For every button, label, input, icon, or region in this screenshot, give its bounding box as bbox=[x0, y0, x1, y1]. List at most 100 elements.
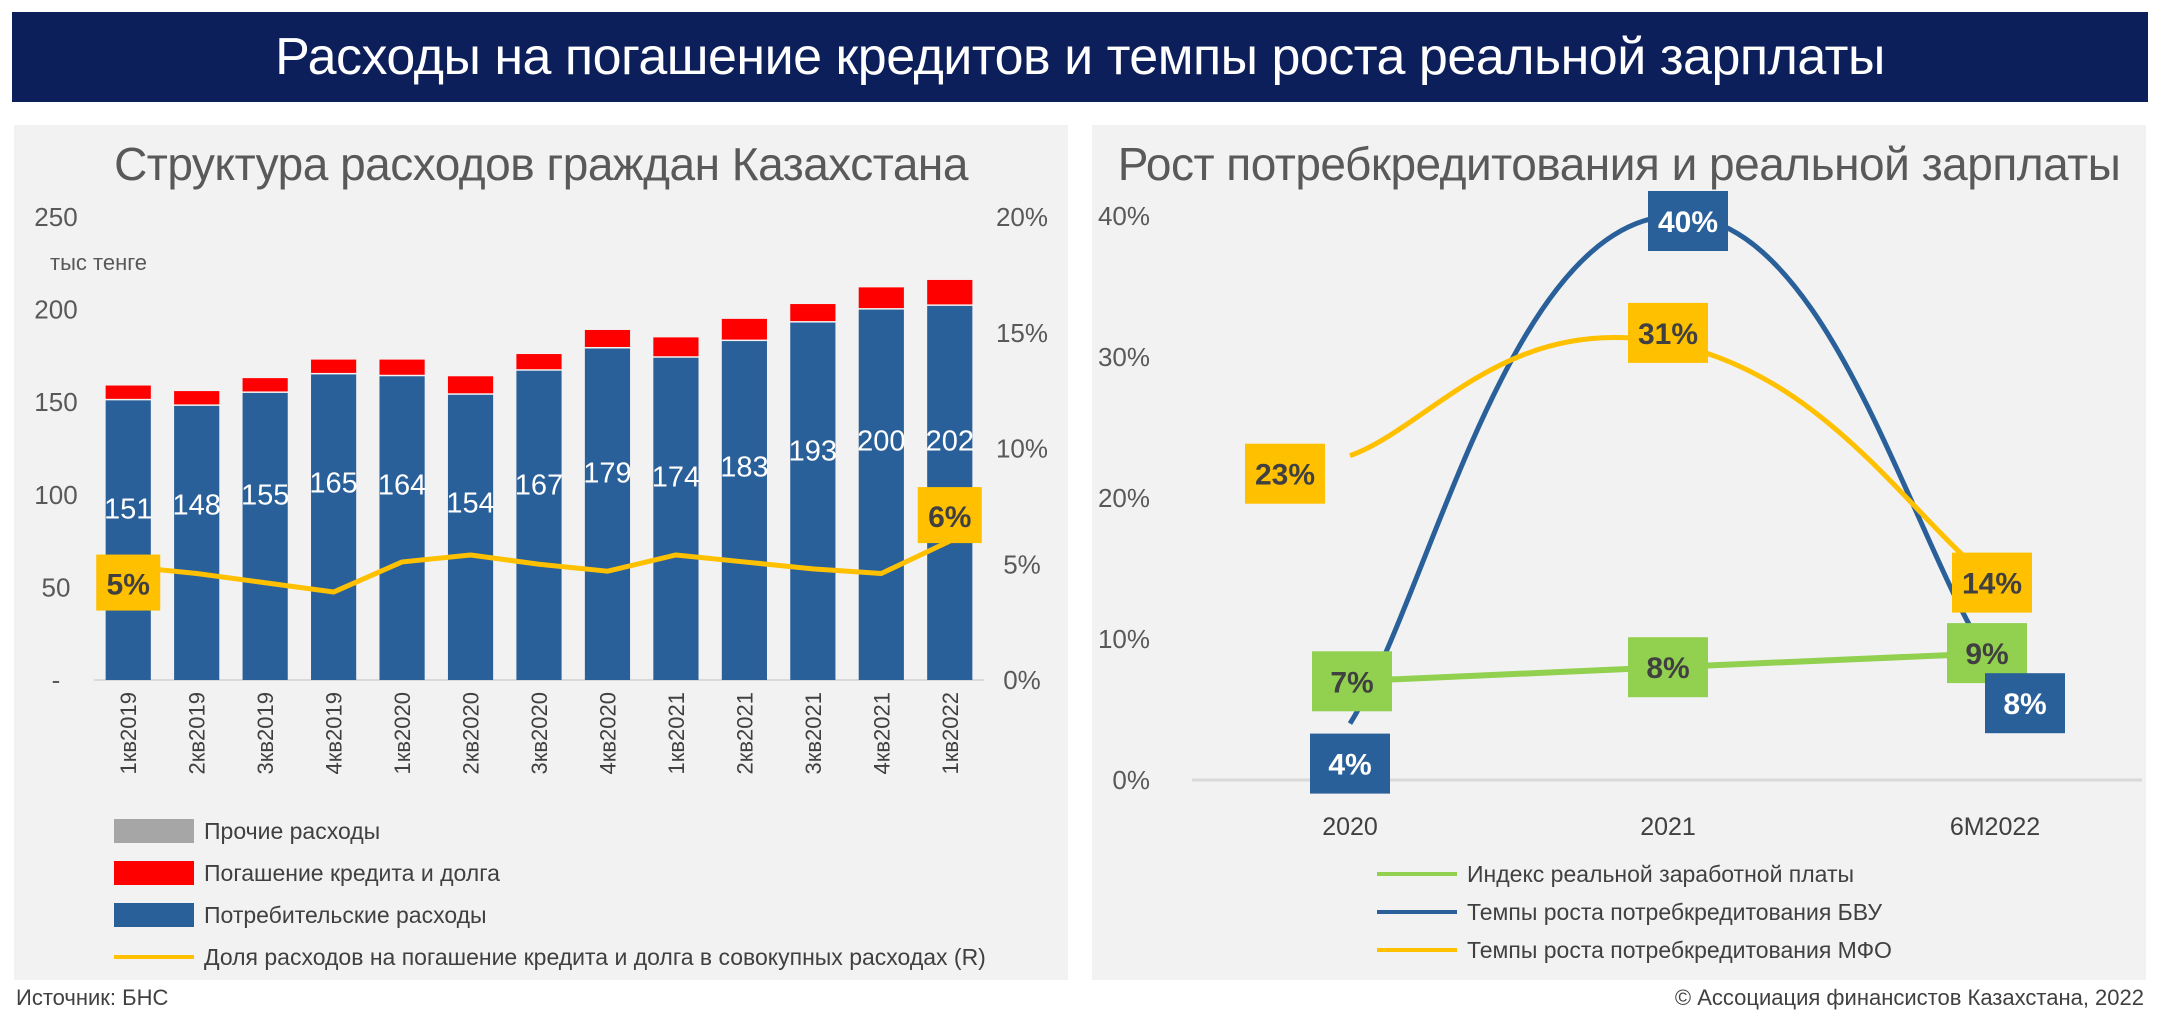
legend-item-share: Доля расходов на погашение кредита и дол… bbox=[114, 936, 986, 978]
page-title-banner: Расходы на погашение кредитов и темпы ро… bbox=[12, 12, 2148, 102]
bar-value-label: 174 bbox=[652, 461, 700, 493]
right-legend: Индекс реальной заработной платы Темпы р… bbox=[1377, 855, 1892, 969]
x-tick-label: 3кв2020 bbox=[527, 692, 552, 775]
x-tick-label: 3кв2021 bbox=[801, 692, 826, 775]
bar-consumer bbox=[311, 374, 357, 680]
x-tick-label: 1кв2019 bbox=[116, 692, 141, 775]
data-label: 9% bbox=[1965, 638, 2008, 671]
legend-label: Индекс реальной заработной платы bbox=[1467, 860, 1855, 887]
bar-consumer bbox=[584, 348, 631, 680]
data-label: 23% bbox=[1255, 459, 1315, 492]
share-label-box bbox=[96, 554, 161, 611]
left-chart-panel: - 50 100 150 200 250 0% 5% 10% 15% 20% тыс тенге 151… bbox=[14, 125, 1068, 980]
bar-credit bbox=[379, 359, 425, 375]
bar-consumer bbox=[447, 394, 494, 680]
legend-swatch bbox=[114, 955, 194, 959]
legend-swatch bbox=[114, 861, 194, 885]
legend-swatch bbox=[114, 819, 194, 843]
x-tick-label: 1кв2021 bbox=[664, 692, 689, 775]
bar-credit bbox=[584, 329, 631, 347]
legend-label: Погашение кредита и долга bbox=[204, 859, 500, 886]
bar-consumer bbox=[790, 322, 836, 680]
bar-consumer bbox=[242, 392, 288, 680]
share-label: 6% bbox=[928, 501, 971, 534]
bar-credit bbox=[927, 279, 973, 305]
y-tick-label: 150 bbox=[34, 387, 77, 417]
legend-swatch bbox=[114, 903, 194, 927]
bar-value-label: 165 bbox=[309, 467, 357, 499]
y-tick-label: 30% bbox=[1098, 342, 1150, 372]
y-tick-label: - bbox=[52, 665, 61, 695]
legend-swatch bbox=[1377, 910, 1457, 914]
x-tick-label: 1кв2020 bbox=[390, 692, 415, 775]
bar-value-label: 164 bbox=[378, 469, 426, 501]
bar-credit bbox=[105, 385, 151, 399]
bar-consumer bbox=[653, 357, 699, 680]
y2-tick-label: 5% bbox=[1003, 549, 1041, 579]
legend-label: Темпы роста потребкредитования МФО bbox=[1467, 936, 1892, 963]
y2-tick-label: 20% bbox=[996, 202, 1048, 232]
y-tick-label: 250 bbox=[34, 202, 77, 232]
y-tick-label: 100 bbox=[34, 480, 77, 510]
bar-credit bbox=[653, 337, 699, 357]
source-note: Источник: БНС bbox=[16, 985, 169, 1010]
bar-value-label: 183 bbox=[720, 451, 768, 483]
data-label-box bbox=[1312, 651, 1392, 712]
x-tick-label: 4кв2019 bbox=[322, 692, 347, 775]
data-label-box bbox=[1947, 623, 2027, 684]
legend-item-wage: Индекс реальной заработной платы bbox=[1377, 855, 1892, 893]
x-tick-label: 1кв2022 bbox=[938, 692, 963, 775]
y-tick-label: 10% bbox=[1098, 624, 1150, 654]
bar-value-label: 154 bbox=[446, 487, 494, 519]
data-label: 4% bbox=[1328, 749, 1371, 782]
left-chart-title: Структура расходов граждан Казахстана bbox=[114, 138, 968, 190]
bar-value-label: 151 bbox=[104, 493, 152, 525]
right-chart-title: Рост потребкредитования и реальной зарпл… bbox=[1117, 138, 2121, 190]
x-tick-label: 6M2022 bbox=[1950, 813, 2040, 841]
bar-credit bbox=[242, 378, 288, 392]
bar-value-label: 179 bbox=[583, 457, 631, 489]
data-label-box bbox=[1985, 673, 2065, 734]
bar-consumer bbox=[516, 370, 562, 680]
data-label-box bbox=[1245, 443, 1325, 504]
bar-credit bbox=[516, 354, 562, 370]
bar-credit bbox=[721, 318, 767, 340]
x-tick-label: 2кв2021 bbox=[732, 692, 757, 775]
y-tick-label: 20% bbox=[1098, 483, 1150, 513]
y-axis-unit-label: тыс тенге bbox=[50, 250, 147, 275]
page-title: Расходы на погашение кредитов и темпы ро… bbox=[275, 28, 1885, 86]
bar-consumer bbox=[721, 341, 767, 680]
y2-tick-label: 15% bbox=[996, 318, 1048, 348]
legend-item-bvu: Темпы роста потребкредитования БВУ bbox=[1377, 893, 1892, 931]
bar-consumer bbox=[858, 309, 904, 680]
bar-credit bbox=[174, 391, 220, 405]
x-tick-label: 2020 bbox=[1322, 813, 1378, 841]
bar-credit bbox=[311, 359, 357, 373]
bar-consumer bbox=[105, 400, 151, 680]
y-tick-label: 40% bbox=[1098, 201, 1150, 231]
share-label: 5% bbox=[107, 569, 150, 602]
data-label: 8% bbox=[2003, 688, 2046, 721]
y2-tick-label: 0% bbox=[1003, 665, 1041, 695]
x-tick-label: 2кв2020 bbox=[459, 692, 484, 775]
right-chart-panel: 0% 10% 20% 30% 40% 2020 2021 6M2022 7% 8% 9% 4% 40% 8… bbox=[1092, 125, 2146, 980]
share-line bbox=[127, 538, 951, 595]
legend-label: Доля расходов на погашение кредита и дол… bbox=[204, 943, 986, 970]
data-label-box bbox=[1628, 637, 1708, 698]
bar-consumer bbox=[379, 376, 425, 680]
data-label: 40% bbox=[1658, 206, 1718, 239]
bar-value-label: 167 bbox=[515, 469, 563, 501]
data-label-box bbox=[1648, 191, 1728, 251]
legend-swatch bbox=[1377, 948, 1457, 952]
y2-tick-label: 10% bbox=[996, 434, 1048, 464]
legend-label: Темпы роста потребкредитования БВУ bbox=[1467, 898, 1882, 925]
legend-item-credit: Погашение кредита и долга bbox=[114, 852, 986, 894]
x-tick-label: 3кв2019 bbox=[253, 692, 278, 775]
bar-credit bbox=[790, 304, 836, 322]
y-tick-label: 0% bbox=[1112, 765, 1150, 795]
x-tick-label: 4кв2020 bbox=[595, 692, 620, 775]
series-line bbox=[1349, 335, 1997, 585]
data-label-box bbox=[1628, 302, 1708, 363]
bar-credit bbox=[858, 287, 904, 309]
bar-value-label: 148 bbox=[172, 489, 220, 521]
